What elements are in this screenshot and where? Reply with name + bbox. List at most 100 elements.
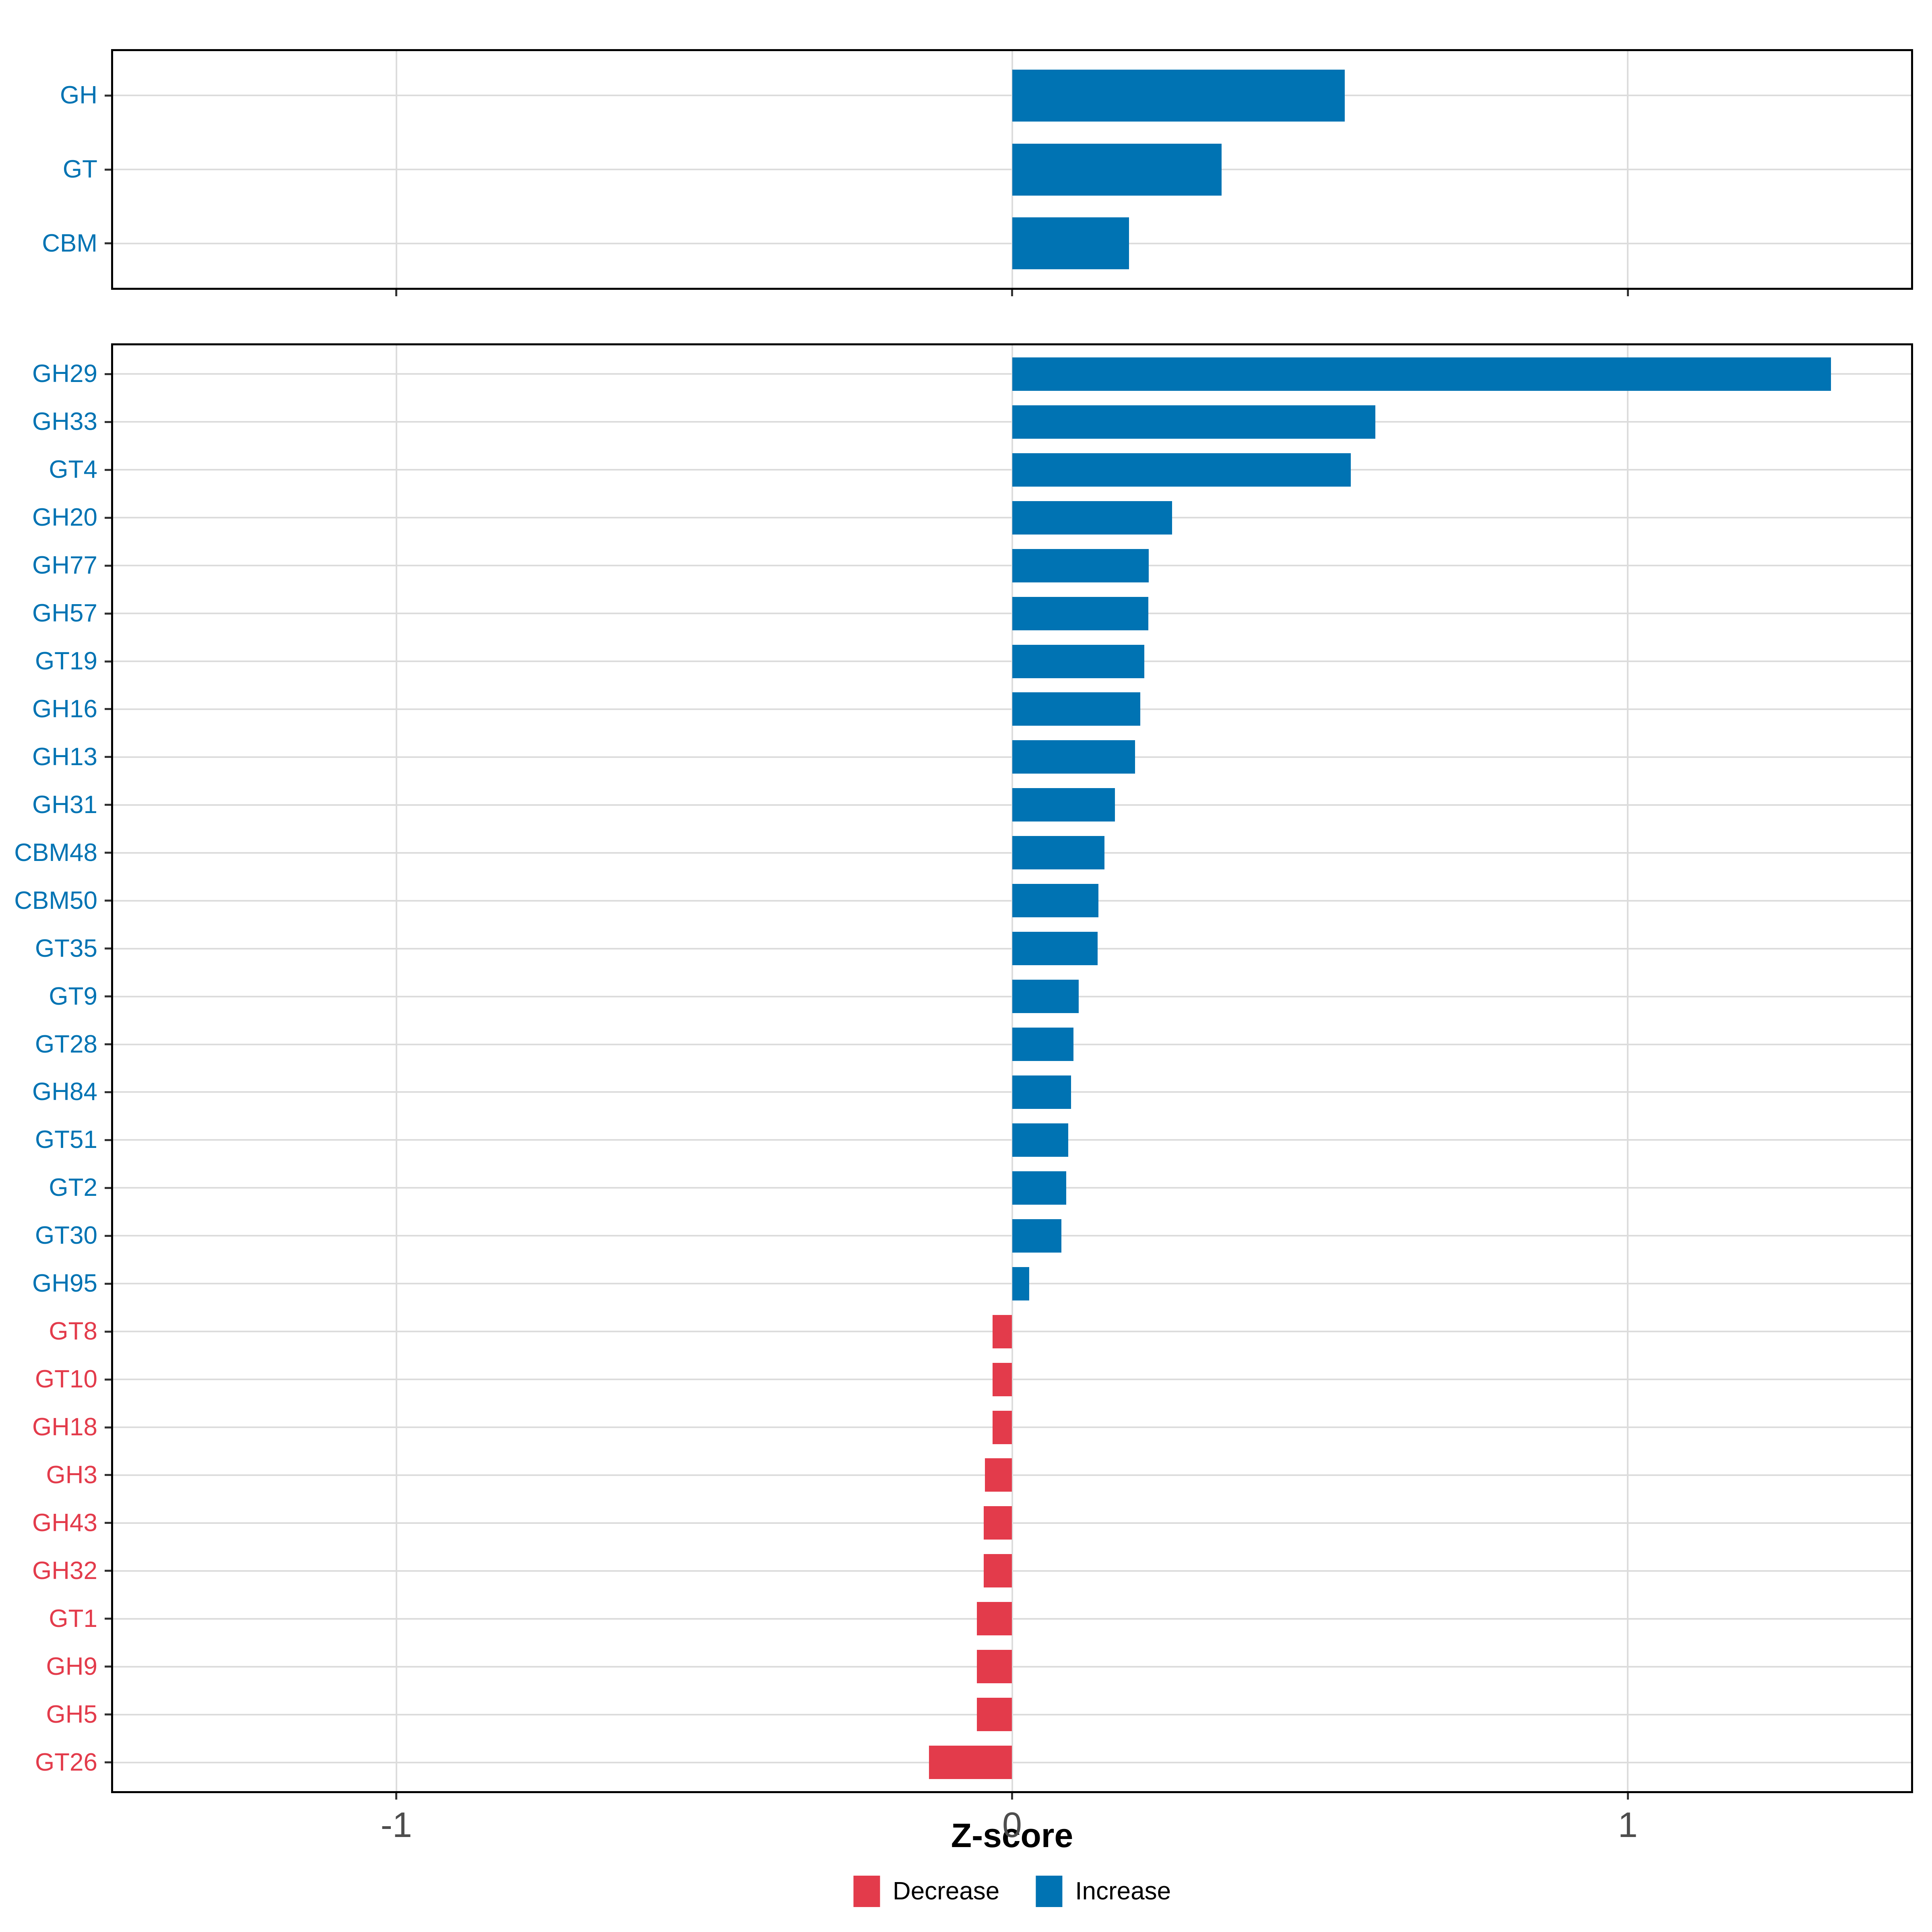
y-tick-GH13 — [105, 756, 111, 758]
category-label-GH3: GH3 — [46, 1461, 97, 1489]
legend-label-decrease: Decrease — [892, 1877, 1000, 1905]
legend-item-decrease: Decrease — [853, 1876, 999, 1907]
bar-CBM — [1012, 217, 1129, 270]
bar-GH3 — [985, 1458, 1012, 1492]
bar-GH32 — [984, 1554, 1012, 1588]
bar-GT8 — [992, 1315, 1012, 1348]
category-label-GH95: GH95 — [32, 1269, 97, 1298]
bar-GT26 — [929, 1746, 1012, 1779]
legend-item-increase: Increase — [1036, 1876, 1171, 1907]
bar-CBM50 — [1012, 884, 1098, 918]
category-label-GH33: GH33 — [32, 408, 97, 436]
category-label-GH: GH — [60, 81, 97, 109]
x-tick--1 — [395, 290, 398, 296]
bar-GT30 — [1012, 1219, 1061, 1253]
legend-label-increase: Increase — [1075, 1877, 1171, 1905]
y-tick-GH — [105, 94, 111, 97]
y-tick-GH9 — [105, 1666, 111, 1668]
bar-GH13 — [1012, 740, 1135, 774]
gridline-row-GT26 — [113, 1761, 1911, 1763]
x-tick-1 — [1627, 1793, 1629, 1800]
category-label-GT51: GT51 — [35, 1126, 97, 1154]
bar-GT19 — [1012, 644, 1145, 678]
x-tick-label-0: 0 — [1002, 1805, 1022, 1845]
bar-GH33 — [1012, 405, 1376, 439]
y-tick-GH57 — [105, 612, 111, 615]
bar-GT35 — [1012, 932, 1098, 966]
category-label-GH84: GH84 — [32, 1078, 97, 1106]
y-tick-GT — [105, 168, 111, 171]
y-tick-GH77 — [105, 564, 111, 567]
bar-CBM48 — [1012, 836, 1104, 870]
y-tick-GT28 — [105, 1043, 111, 1046]
category-label-GH77: GH77 — [32, 551, 97, 580]
y-tick-GT35 — [105, 947, 111, 950]
y-tick-GT2 — [105, 1187, 111, 1189]
increase-swatch-icon — [1036, 1876, 1063, 1907]
bar-GH9 — [977, 1650, 1012, 1684]
y-tick-GH32 — [105, 1570, 111, 1572]
y-tick-GH16 — [105, 708, 111, 710]
x-tick-0 — [1011, 290, 1013, 296]
category-label-GT4: GT4 — [49, 456, 97, 484]
category-label-GH32: GH32 — [32, 1556, 97, 1585]
bar-GH29 — [1012, 357, 1831, 391]
bar-GT10 — [992, 1362, 1012, 1396]
x-tick-1 — [1627, 290, 1629, 296]
category-label-GH13: GH13 — [32, 743, 97, 771]
category-label-GT19: GT19 — [35, 647, 97, 675]
y-tick-CBM48 — [105, 852, 111, 854]
bar-GT4 — [1012, 453, 1351, 487]
category-label-CBM48: CBM48 — [14, 838, 97, 867]
gridline-x-1 — [1627, 345, 1629, 1791]
y-tick-GT4 — [105, 469, 111, 471]
y-tick-GH29 — [105, 373, 111, 375]
bar-GT1 — [977, 1602, 1012, 1636]
y-tick-GT10 — [105, 1378, 111, 1381]
y-tick-GT19 — [105, 660, 111, 663]
y-tick-GH5 — [105, 1713, 111, 1716]
y-tick-GT9 — [105, 995, 111, 998]
bar-GT28 — [1012, 1028, 1074, 1061]
y-tick-GH95 — [105, 1282, 111, 1285]
category-label-GT2: GT2 — [49, 1174, 97, 1202]
category-label-GH5: GH5 — [46, 1700, 97, 1728]
legend: Decrease Increase — [853, 1876, 1171, 1907]
bar-GT2 — [1012, 1171, 1067, 1205]
bar-GT — [1012, 143, 1222, 196]
gridline-row-GH5 — [113, 1713, 1911, 1715]
gridline-x--1 — [395, 345, 397, 1791]
bar-GH5 — [977, 1698, 1012, 1732]
bar-GH16 — [1012, 692, 1140, 726]
x-tick-label-1: 1 — [1618, 1805, 1638, 1845]
panel-category-summary: GH GT CBM — [42, 49, 1913, 296]
category-label-GH57: GH57 — [32, 599, 97, 627]
category-label-GT9: GT9 — [49, 982, 97, 1010]
x-tick-0 — [1011, 1793, 1013, 1800]
category-label-GT1: GT1 — [49, 1604, 97, 1633]
gridline-row-GT10 — [113, 1379, 1911, 1381]
category-label-CBM50: CBM50 — [14, 886, 97, 914]
category-label-GH16: GH16 — [32, 695, 97, 723]
category-label-GT8: GT8 — [49, 1317, 97, 1346]
y-tick-GH84 — [105, 1091, 111, 1093]
bar-GH31 — [1012, 788, 1115, 822]
y-tick-GT1 — [105, 1618, 111, 1620]
bar-GH95 — [1012, 1267, 1030, 1300]
bar-GH57 — [1012, 597, 1148, 630]
y-tick-GH33 — [105, 421, 111, 423]
y-tick-GH3 — [105, 1474, 111, 1476]
bar-GH18 — [992, 1410, 1012, 1444]
y-tick-GH43 — [105, 1522, 111, 1524]
y-tick-GH20 — [105, 516, 111, 519]
category-label-GT: GT — [62, 155, 97, 183]
gridline-row-GH9 — [113, 1666, 1911, 1668]
bar-GH20 — [1012, 501, 1172, 535]
category-label-GH18: GH18 — [32, 1413, 97, 1441]
category-label-GT28: GT28 — [35, 1030, 97, 1058]
category-label-GH43: GH43 — [32, 1509, 97, 1537]
gridline-row-GT8 — [113, 1331, 1911, 1333]
bar-GH84 — [1012, 1075, 1071, 1109]
gridline-row-GH43 — [113, 1522, 1911, 1524]
